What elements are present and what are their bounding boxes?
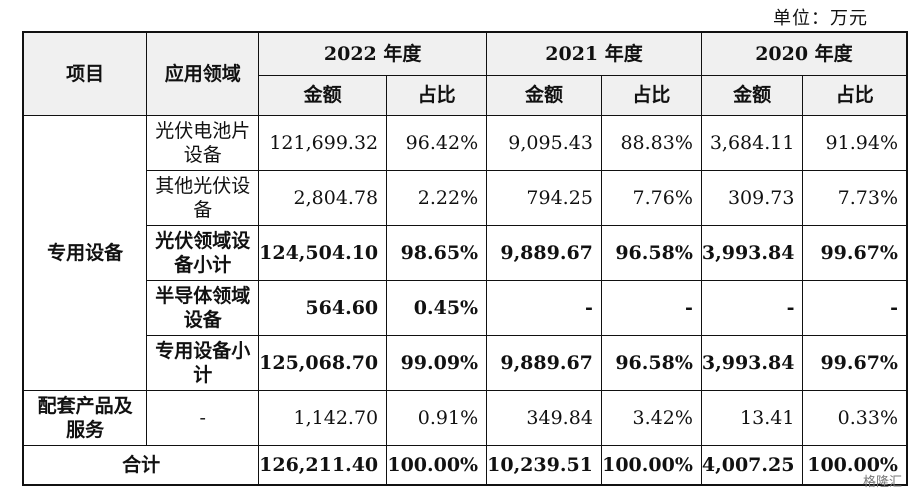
header-ratio: 占比 (600, 74, 702, 116)
header-amount: 金额 (258, 74, 388, 116)
cell-value: 13.41 (700, 389, 804, 446)
row-label: - (146, 389, 260, 446)
table-row: 光伏领域设备小计 124,504.10 98.65% 9,889.67 96.5… (23, 224, 908, 281)
cell-value: 2,804.78 (258, 169, 388, 226)
header-project: 项目 (22, 31, 148, 116)
header-year-2021: 2021 年度 (486, 31, 702, 76)
cell-value: 99.09% (386, 334, 488, 391)
cell-value: 96.58% (600, 224, 702, 281)
cell-value: 349.84 (486, 389, 602, 446)
row-label: 专用设备小计 (146, 334, 260, 391)
header-amount: 金额 (486, 74, 602, 116)
revenue-table: 项目 应用领域 2022 年度 2021 年度 2020 年度 金额 占比 金额… (22, 31, 908, 486)
cell-value: 9,095.43 (486, 114, 602, 171)
group-special-equipment: 专用设备 (22, 114, 148, 391)
cell-value: 3,684.11 (700, 114, 804, 171)
header-application: 应用领域 (146, 31, 260, 116)
cell-value: - (486, 279, 602, 336)
table-row: 其他光伏设备 2,804.78 2.22% 794.25 7.76% 309.7… (23, 169, 908, 226)
cell-value: 96.58% (600, 334, 702, 391)
cell-value: - (600, 279, 702, 336)
cell-value: 2.22% (386, 169, 488, 226)
table-row: 专用设备小计 125,068.70 99.09% 9,889.67 96.58%… (23, 334, 908, 391)
cell-value: 7.76% (600, 169, 702, 226)
cell-value: 88.83% (600, 114, 702, 171)
row-label: 其他光伏设备 (146, 169, 260, 226)
cell-value: 3,993.84 (700, 224, 804, 281)
group-supporting: 配套产品及服务 (22, 389, 148, 446)
table-row: 配套产品及服务 - 1,142.70 0.91% 349.84 3.42% 13… (22, 389, 908, 446)
total-row: 合计 126,211.40 100.00% 10,239.51 100.00% … (22, 444, 908, 486)
cell-value: 125,068.70 (258, 334, 388, 391)
cell-value: 794.25 (486, 169, 602, 226)
cell-value: 3.42% (600, 389, 702, 446)
header-ratio: 占比 (386, 74, 488, 116)
header-ratio: 占比 (802, 74, 908, 116)
cell-value: 99.67% (802, 224, 908, 281)
cell-value: 4,007.25 (700, 444, 804, 486)
cell-value: 91.94% (802, 114, 908, 171)
cell-value: 96.42% (386, 114, 488, 171)
cell-value: 100.00% (802, 444, 908, 486)
cell-value: 98.65% (386, 224, 488, 281)
cell-value: 0.33% (802, 389, 908, 446)
cell-value: 0.91% (386, 389, 488, 446)
cell-value: 1,142.70 (258, 389, 388, 446)
cell-value: 7.73% (802, 169, 908, 226)
cell-value: 564.60 (258, 279, 388, 336)
cell-value: 9,889.67 (486, 334, 602, 391)
cell-value: 100.00% (386, 444, 488, 486)
row-label: 光伏电池片设备 (146, 114, 260, 171)
header-year-2022: 2022 年度 (258, 31, 488, 76)
row-label: 光伏领域设备小计 (146, 224, 260, 281)
unit-label: 单位：万元 (773, 8, 868, 29)
cell-value: 3,993.84 (700, 334, 804, 391)
header-amount: 金额 (700, 74, 804, 116)
cell-value: 124,504.10 (258, 224, 388, 281)
header-year-2020: 2020 年度 (700, 31, 908, 76)
total-label: 合计 (22, 444, 260, 486)
cell-value: 9,889.67 (486, 224, 602, 281)
cell-value: 100.00% (600, 444, 702, 486)
table-row: 半导体领域设备 564.60 0.45% - - - - (23, 279, 908, 336)
table-row: 专用设备 光伏电池片设备 121,699.32 96.42% 9,095.43 … (22, 114, 908, 391)
cell-value: 0.45% (386, 279, 488, 336)
cell-value: 99.67% (802, 334, 908, 391)
cell-value: 126,211.40 (258, 444, 388, 486)
cell-value: - (802, 279, 908, 336)
watermark-logo: 格隆汇 (862, 475, 902, 490)
cell-value: 10,239.51 (486, 444, 602, 486)
cell-value: 309.73 (700, 169, 804, 226)
cell-value: - (700, 279, 804, 336)
row-label: 半导体领域设备 (146, 279, 260, 336)
cell-value: 121,699.32 (258, 114, 388, 171)
